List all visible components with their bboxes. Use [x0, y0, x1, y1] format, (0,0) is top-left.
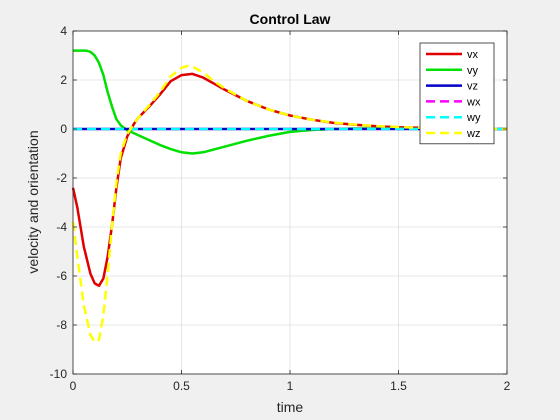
x-tick-label: 0	[70, 379, 77, 393]
x-tick-label: 1.5	[390, 379, 407, 393]
x-tick-label: 0.5	[173, 379, 190, 393]
axis-ticks: 0 0.5 1 1.5 2 -10 -8 -6 -4 -2 0 2 4	[50, 24, 511, 393]
legend-label-vx: vx	[467, 49, 479, 61]
y-tick-label: -10	[50, 367, 68, 381]
y-tick-label: -2	[56, 171, 67, 185]
y-tick-label: -4	[56, 220, 67, 234]
y-tick-label: 4	[60, 24, 67, 38]
x-tick-label: 1	[287, 379, 294, 393]
chart-title: Control Law	[250, 11, 331, 27]
legend: vx vy vz wx wy wz	[419, 42, 495, 145]
legend-label-wz: wz	[466, 128, 480, 140]
legend-label-wy: wy	[466, 112, 481, 124]
y-axis-label: velocity and orientation	[25, 130, 41, 273]
y-tick-label: 2	[60, 73, 67, 87]
y-tick-label: -6	[56, 269, 67, 283]
y-tick-label: 0	[60, 122, 67, 136]
y-tick-label: -8	[56, 318, 67, 332]
legend-label-vz: vz	[467, 81, 478, 93]
legend-box	[419, 42, 495, 145]
series-line-wz	[71, 64, 508, 344]
x-axis-label: time	[277, 399, 304, 415]
legend-label-wx: wx	[466, 96, 481, 108]
legend-label-vy: vy	[467, 65, 479, 77]
x-tick-label: 2	[504, 379, 511, 393]
